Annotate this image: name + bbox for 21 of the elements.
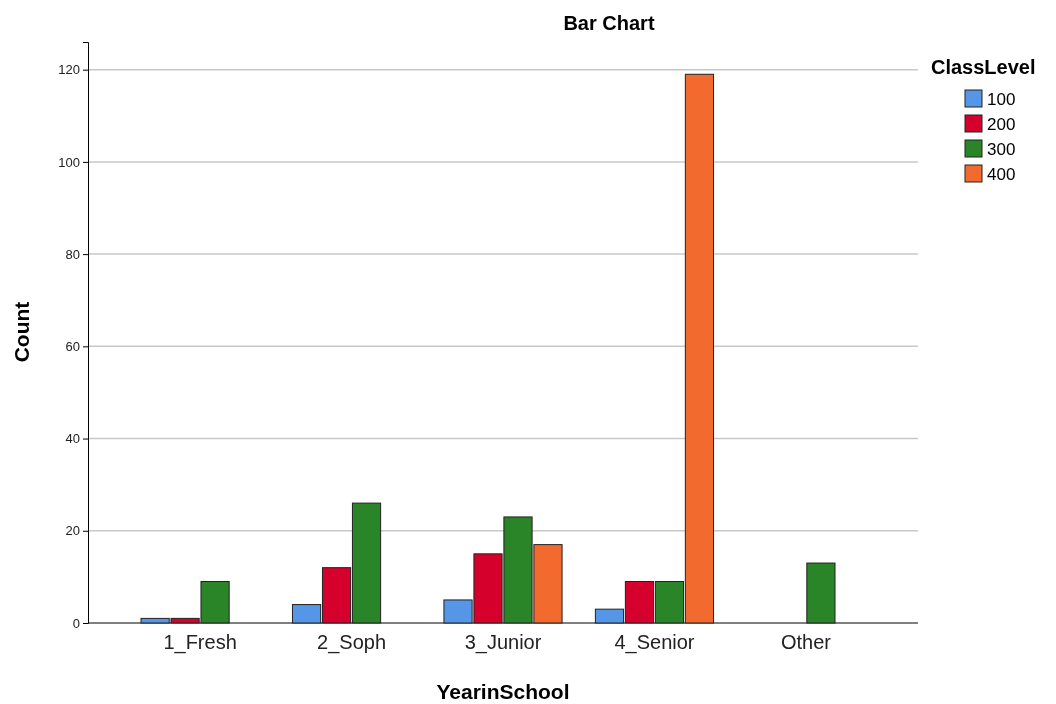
legend-label: 400 [987, 165, 1016, 184]
x-tick-label: 2_Soph [317, 631, 387, 655]
bar [806, 562, 836, 624]
legend-title: ClassLevel [931, 56, 1036, 78]
legend-label: 300 [987, 140, 1016, 159]
y-tick-label: 120 [58, 62, 80, 78]
legend-label: 100 [987, 90, 1016, 109]
chart-title: Bar Chart [563, 12, 655, 34]
y-tick-label: 100 [58, 154, 80, 170]
y-tick-label: 40 [65, 431, 80, 447]
x-tick-label: 4_Senior [614, 631, 695, 655]
x-axis-title: YearinSchool [436, 680, 570, 703]
x-tick-label: 1_Fresh [163, 631, 237, 655]
x-tick-label: 3_Junior [464, 631, 542, 655]
x-tick-label: Other [780, 631, 832, 654]
y-tick-label: 0 [72, 615, 80, 631]
y-tick-label: 20 [65, 523, 80, 539]
legend-label: 200 [987, 115, 1016, 134]
y-tick-label: 60 [65, 338, 80, 354]
y-axis-title: Count [10, 301, 33, 363]
y-tick-label: 80 [65, 246, 80, 262]
